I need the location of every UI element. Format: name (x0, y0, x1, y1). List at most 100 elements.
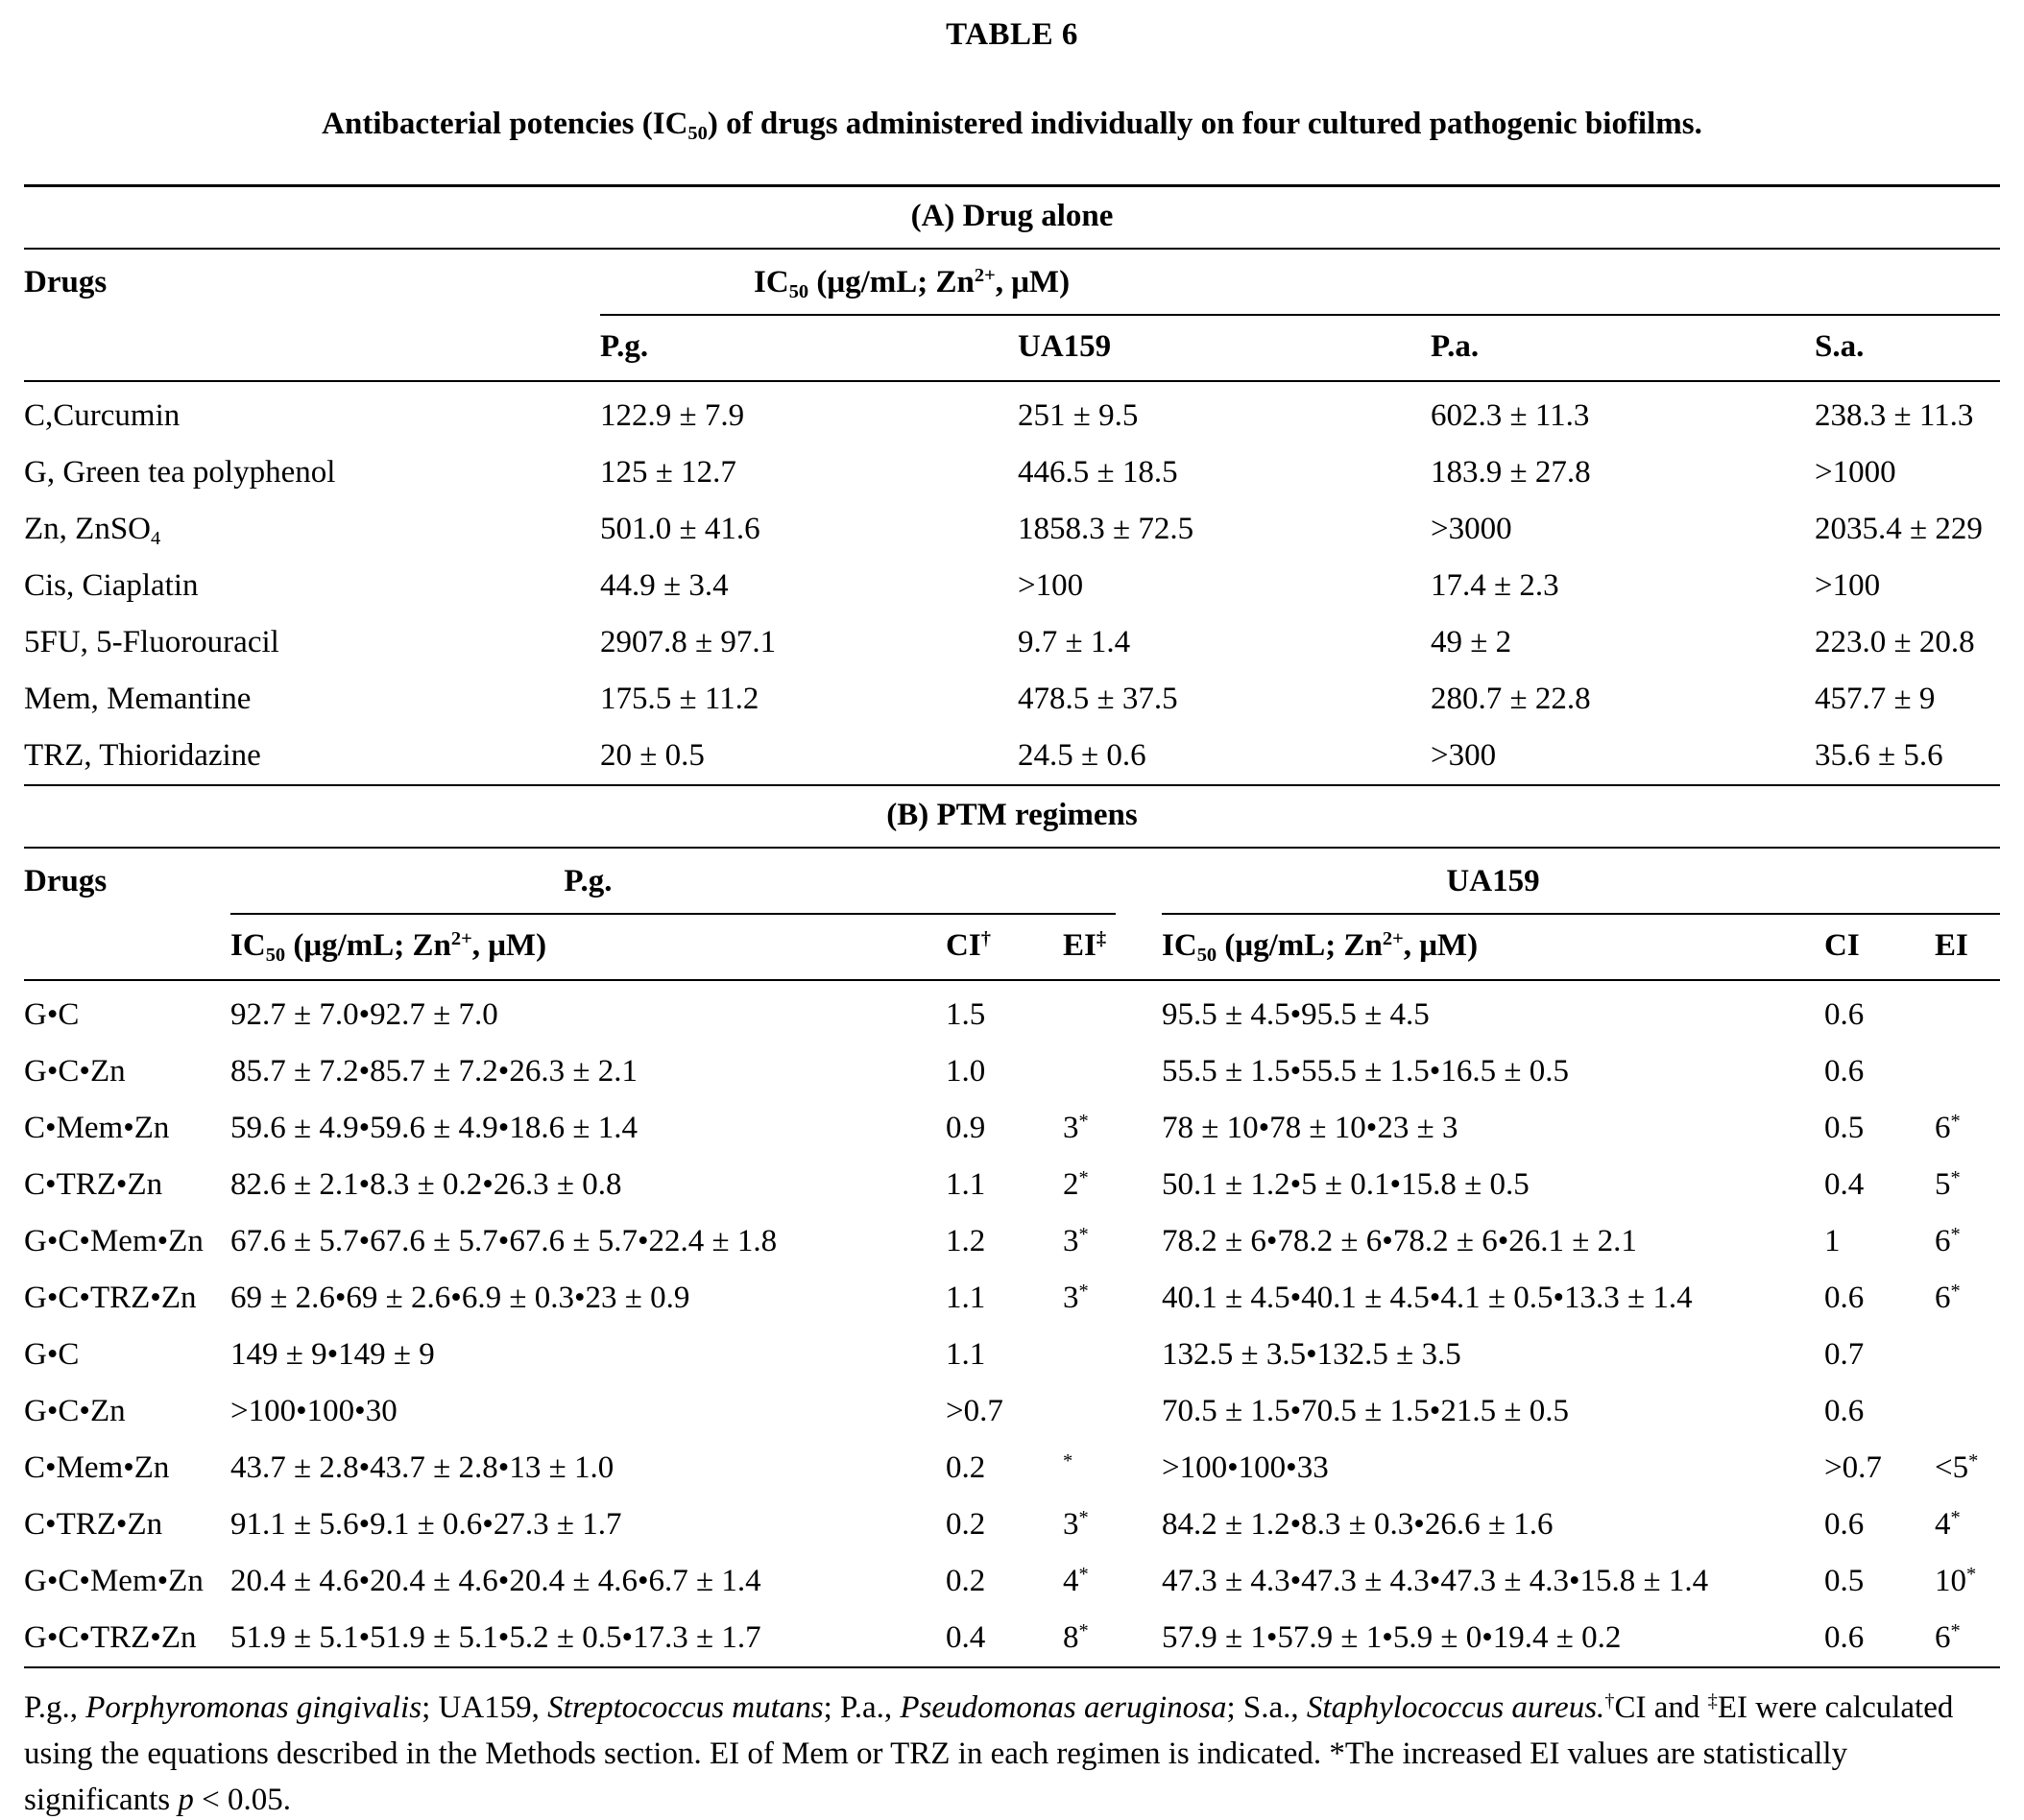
ic50-value-cell: >3000 (1431, 512, 1512, 546)
ei-value-cell (1935, 980, 2000, 1043)
ic50-value-cell: 602.3 ± 11.3 (1431, 398, 1590, 433)
regimen-name-cell: C•TRZ•Zn (24, 1167, 163, 1202)
ic50-value-cell: 501.0 ± 41.6 (600, 512, 760, 546)
column-header-sa: S.a. (1815, 315, 2000, 382)
drug-alone-row: Zn, ZnSO4 501.0 ± 41.6 1858.3 ± 72.5 >3000 2… (24, 501, 2000, 558)
ci-value-cell: 0.2 (946, 1564, 986, 1598)
ptm-regimen-row: C•TRZ•Zn 91.1 ± 5.6•9.1 ± 0.6•27.3 ± 1.7 0… (24, 1497, 2000, 1553)
column-header-ei-ua159: EI (1935, 915, 2000, 981)
drug-alone-row: G, Green tea polyphenol 125 ± 12.7 446.5 ±… (24, 444, 2000, 501)
ci-value-cell: 0.9 (946, 1111, 986, 1145)
ic50-value-cell: 478.5 ± 37.5 (1018, 682, 1178, 716)
ci-value-cell: 0.5 (1824, 1564, 1865, 1598)
ei-value-cell: 4* (1063, 1563, 1089, 1598)
ic50-value-cell: 251 ± 9.5 (1018, 398, 1139, 433)
ci-value-cell: 0.5 (1824, 1111, 1865, 1145)
ei-value-cell: 4* (1935, 1506, 1961, 1542)
ic50-value-cell: 9.7 ± 1.4 (1018, 625, 1131, 659)
ic50-value-cell: 91.1 ± 5.6•9.1 ± 0.6•27.3 ± 1.7 (230, 1507, 622, 1542)
ic50-value-cell: >100 (1815, 568, 1881, 603)
regimen-name-cell: G•C•TRZ•Zn (24, 1620, 197, 1655)
drug-name-cell: Cis, Ciaplatin (24, 568, 199, 603)
ic50-value-cell: 280.7 ± 22.8 (1431, 682, 1591, 716)
ptm-regimen-row: G•C•Zn 85.7 ± 7.2•85.7 ± 7.2•26.3 ± 2.1 1.… (24, 1043, 2000, 1100)
group-label-pg: P.g. (564, 864, 613, 898)
ci-value-cell: 0.4 (946, 1620, 986, 1655)
ic50-value-cell: 40.1 ± 4.5•40.1 ± 4.5•4.1 ± 0.5•13.3 ± 1… (1162, 1281, 1693, 1315)
ei-value-cell (1063, 1383, 1162, 1440)
ci-value-cell: 1.1 (946, 1167, 986, 1202)
regimen-name-cell: G•C•Zn (24, 1054, 126, 1089)
ic50-value-cell: 223.0 ± 20.8 (1815, 625, 1975, 659)
column-header-ua159: UA159 (1018, 315, 1431, 382)
ci-value-cell: 0.2 (946, 1450, 986, 1485)
ei-value-cell: 3* (1063, 1280, 1089, 1315)
table-number: TABLE 6 (946, 17, 1078, 52)
regimen-name-cell: G•C (24, 997, 80, 1032)
drug-alone-table: (A) Drug alone Drugs IC50 (μg/mL; Zn2+, … (24, 184, 2000, 786)
ci-value-cell: 0.7 (1824, 1337, 1865, 1372)
ic50-value-cell: 51.9 ± 5.1•51.9 ± 5.1•5.2 ± 0.5•17.3 ± 1… (230, 1620, 761, 1655)
ic50-value-cell: 95.5 ± 4.5•95.5 ± 4.5 (1162, 997, 1430, 1032)
ei-value-cell (1935, 1383, 2000, 1440)
ci-value-cell: 1.0 (946, 1054, 986, 1089)
ic50-value-cell: 457.7 ± 9 (1815, 682, 1936, 716)
ptm-regimen-row: G•C•TRZ•Zn 69 ± 2.6•69 ± 2.6•6.9 ± 0.3•23… (24, 1270, 2000, 1327)
regimen-name-cell: C•Mem•Zn (24, 1111, 170, 1145)
ptm-regimen-row: G•C•TRZ•Zn 51.9 ± 5.1•51.9 ± 5.1•5.2 ± 0.… (24, 1610, 2000, 1667)
section-b-subheader-row: IC50 (μg/mL; Zn2+, μM) CI† EI‡ IC50 (μg/… (24, 915, 2000, 981)
ei-value-cell: 3* (1063, 1506, 1089, 1542)
ptm-regimen-row: G•C 149 ± 9•149 ± 9 1.1 132.5 ± 3.5•132.5 ±… (24, 1327, 2000, 1383)
ic50-value-cell: 85.7 ± 7.2•85.7 ± 7.2•26.3 ± 2.1 (230, 1054, 638, 1089)
ic50-value-cell: 69 ± 2.6•69 ± 2.6•6.9 ± 0.3•23 ± 0.9 (230, 1281, 690, 1315)
ei-value-cell: 6* (1935, 1110, 1961, 1145)
ci-value-cell: 1.5 (946, 997, 986, 1032)
drug-alone-row: Cis, Ciaplatin 44.9 ± 3.4 >100 17.4 ± 2.3 >1… (24, 558, 2000, 614)
ei-value-cell: * (1063, 1449, 1073, 1472)
ic50-value-cell: 238.3 ± 11.3 (1815, 398, 1974, 433)
ci-value-cell: 0.6 (1824, 997, 1865, 1032)
group-rule-pg: P.g. (230, 864, 1116, 915)
ci-value-cell: 0.6 (1824, 1394, 1865, 1428)
ci-value-cell: 0.6 (1824, 1620, 1865, 1655)
regimen-name-cell: G•C•Mem•Zn (24, 1224, 204, 1258)
ic50-value-cell: 17.4 ± 2.3 (1431, 568, 1559, 603)
ic50-value-cell: 35.6 ± 5.6 (1815, 738, 1943, 773)
ic50-value-cell: 57.9 ± 1•57.9 ± 1•5.9 ± 0•19.4 ± 0.2 (1162, 1620, 1622, 1655)
ic50-value-cell: 175.5 ± 11.2 (600, 682, 759, 716)
ci-value-cell: >0.7 (946, 1394, 1003, 1428)
ic50-value-cell: >100 (1018, 568, 1084, 603)
ci-value-cell: 0.2 (946, 1507, 986, 1542)
section-a-group-header-row: Drugs IC50 (μg/mL; Zn2+, μM) (24, 249, 2000, 382)
ei-value-cell: 8* (1063, 1619, 1089, 1655)
ic50-value-cell: 78 ± 10•78 ± 10•23 ± 3 (1162, 1111, 1458, 1145)
ic50-value-cell: 125 ± 12.7 (600, 455, 736, 490)
ic50-value-cell: 70.5 ± 1.5•70.5 ± 1.5•21.5 ± 0.5 (1162, 1394, 1569, 1428)
ic50-value-cell: 59.6 ± 4.9•59.6 ± 4.9•18.6 ± 1.4 (230, 1111, 638, 1145)
regimen-name-cell: C•Mem•Zn (24, 1450, 170, 1485)
ei-value-cell (1063, 1327, 1162, 1383)
ei-value-cell: 5* (1935, 1166, 1961, 1202)
column-header-ei-pg: EI‡ (1063, 915, 1162, 981)
ic50-value-cell: 49 ± 2 (1431, 625, 1512, 659)
ci-value-cell: 1.2 (946, 1224, 986, 1258)
column-header-ci-pg: CI† (946, 915, 1063, 981)
ic50-value-cell: 67.6 ± 5.7•67.6 ± 5.7•67.6 ± 5.7•22.4 ± … (230, 1224, 778, 1258)
ic50-units-label: IC50 (μg/mL; Zn2+, μM) (754, 264, 1071, 302)
ei-value-cell: 6* (1935, 1619, 1961, 1655)
section-b-row: (B) PTM regimens (24, 786, 2000, 849)
drug-name-cell: G, Green tea polyphenol (24, 455, 336, 490)
section-a-subheader-row: P.g. UA159 P.a. S.a. (24, 315, 2000, 382)
group-label-ua159: UA159 (1446, 864, 1540, 898)
ic50-value-cell: >1000 (1815, 455, 1896, 490)
ptm-regimens-body: G•C 92.7 ± 7.0•92.7 ± 7.0 1.5 95.5 ± 4.5•95… (24, 980, 2000, 1667)
ci-value-cell: 0.6 (1824, 1054, 1865, 1089)
regimen-name-cell: G•C•Zn (24, 1394, 126, 1428)
drug-alone-row: Mem, Memantine 175.5 ± 11.2 478.5 ± 37.5 28… (24, 671, 2000, 728)
table-caption: Antibacterial potencies (IC50) of drugs … (322, 107, 1702, 144)
ei-value-cell: 6* (1935, 1223, 1961, 1258)
ic50-value-cell: 24.5 ± 0.6 (1018, 738, 1146, 773)
ptm-regimen-row: C•Mem•Zn 43.7 ± 2.8•43.7 ± 2.8•13 ± 1.0 0.… (24, 1440, 2000, 1497)
drug-name-cell: C,Curcumin (24, 398, 181, 433)
